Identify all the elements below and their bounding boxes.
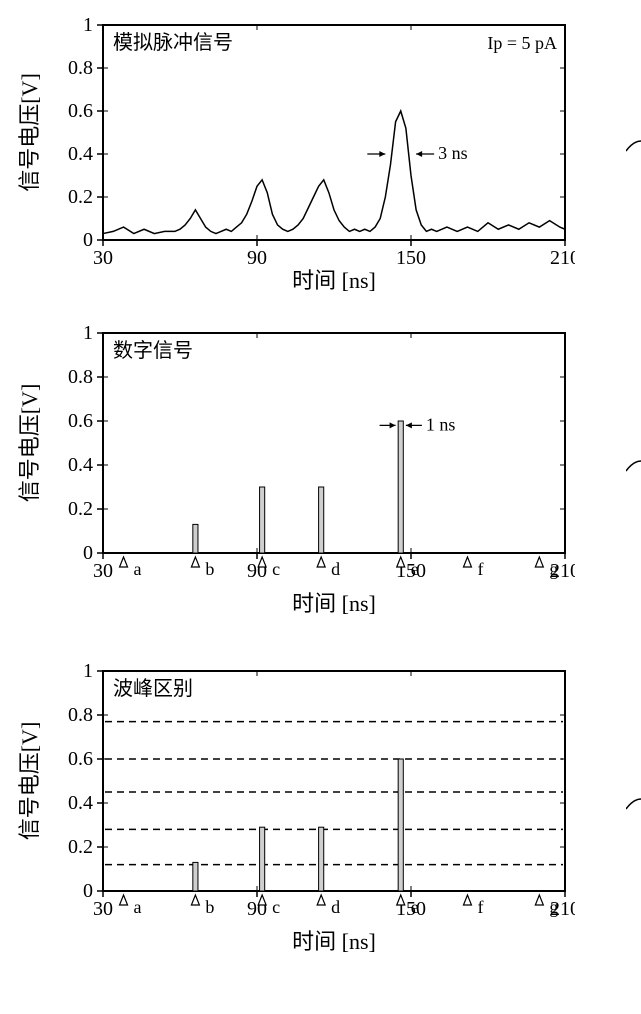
svg-text:时间 [ns]: 时间 [ns]	[292, 268, 376, 293]
svg-text:0.2: 0.2	[68, 498, 93, 520]
svg-text:b: b	[205, 559, 214, 579]
svg-text:0.8: 0.8	[68, 57, 93, 79]
ref-arc-110	[626, 121, 641, 181]
svg-text:e: e	[411, 897, 419, 917]
svg-text:信号电压[V]: 信号电压[V]	[17, 384, 42, 503]
svg-text:模拟脉冲信号: 模拟脉冲信号	[113, 31, 233, 54]
svg-text:Ip = 5 pA: Ip = 5 pA	[487, 33, 557, 53]
svg-text:d: d	[331, 559, 340, 579]
svg-text:a: a	[134, 559, 142, 579]
svg-text:0.4: 0.4	[68, 454, 93, 476]
svg-text:1: 1	[83, 15, 93, 36]
svg-text:0: 0	[83, 880, 93, 902]
svg-text:a: a	[134, 897, 142, 917]
svg-text:c: c	[272, 897, 280, 917]
svg-text:0.6: 0.6	[68, 100, 93, 122]
svg-text:1 ns: 1 ns	[426, 414, 456, 434]
svg-text:d: d	[331, 897, 340, 917]
svg-text:0.4: 0.4	[68, 143, 93, 165]
svg-text:0.8: 0.8	[68, 704, 93, 726]
svg-text:30: 30	[93, 898, 113, 920]
ref-arc-111	[626, 441, 641, 501]
ref-arc-svg	[626, 121, 641, 181]
svg-text:时间 [ns]: 时间 [ns]	[292, 929, 376, 954]
svg-text:0: 0	[83, 229, 93, 251]
svg-text:30: 30	[93, 247, 113, 269]
analog-chart-svg: 模拟脉冲信号 Ip = 5 pA 0 0.2 0.4 0.6 0.8 1 30 90 150 210 3…	[15, 15, 575, 295]
svg-text:0.2: 0.2	[68, 836, 93, 858]
ref-arc-112	[626, 779, 641, 839]
svg-text:150: 150	[396, 247, 426, 269]
discrim-chart-svg: 波峰区别00.20.40.60.813090150210abcdefg信号电压[…	[15, 661, 575, 971]
svg-text:信号电压[V]: 信号电压[V]	[17, 73, 42, 192]
svg-text:f: f	[477, 559, 483, 579]
svg-text:0.4: 0.4	[68, 792, 93, 814]
svg-text:波峰区别: 波峰区别	[113, 677, 193, 700]
ref-arc-svg	[626, 779, 641, 839]
svg-text:f: f	[477, 897, 483, 917]
svg-text:1: 1	[83, 661, 93, 682]
digital-chart-block: 数字信号00.20.40.60.8130901502101 nsabcdefg信…	[15, 323, 626, 633]
svg-text:90: 90	[247, 247, 267, 269]
svg-text:30: 30	[93, 560, 113, 582]
svg-text:g: g	[549, 897, 558, 917]
svg-text:0.6: 0.6	[68, 410, 93, 432]
svg-text:g: g	[549, 559, 558, 579]
svg-text:b: b	[205, 897, 214, 917]
discrim-chart-block: 波峰区别00.20.40.60.813090150210abcdefg信号电压[…	[15, 661, 626, 971]
svg-text:0.6: 0.6	[68, 748, 93, 770]
svg-text:3 ns: 3 ns	[438, 143, 468, 163]
svg-text:1: 1	[83, 323, 93, 344]
svg-text:c: c	[272, 559, 280, 579]
svg-text:信号电压[V]: 信号电压[V]	[17, 722, 42, 841]
svg-text:0: 0	[83, 542, 93, 564]
svg-text:e: e	[411, 559, 419, 579]
svg-text:数字信号: 数字信号	[113, 339, 193, 362]
svg-text:时间 [ns]: 时间 [ns]	[292, 591, 376, 616]
analog-chart-block: 模拟脉冲信号 Ip = 5 pA 0 0.2 0.4 0.6 0.8 1 30 90 150 210 3…	[15, 15, 626, 295]
digital-chart-svg: 数字信号00.20.40.60.8130901502101 nsabcdefg信…	[15, 323, 575, 633]
svg-text:210: 210	[550, 247, 575, 269]
ref-arc-svg	[626, 441, 641, 501]
svg-text:0.8: 0.8	[68, 366, 93, 388]
svg-text:0.2: 0.2	[68, 186, 93, 208]
